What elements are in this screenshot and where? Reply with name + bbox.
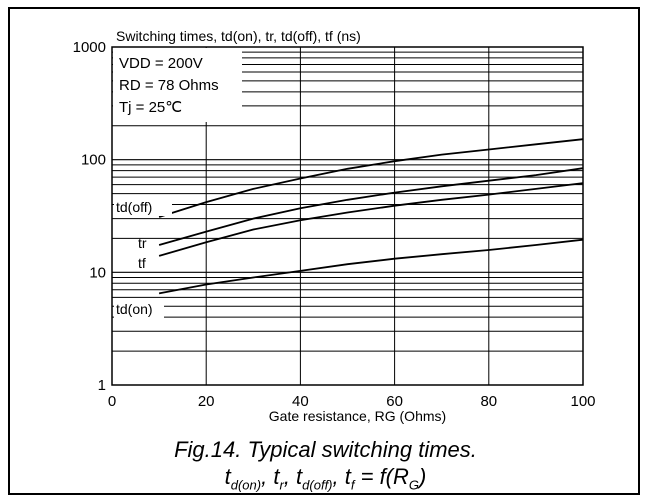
series-line-tf [158,182,584,257]
series-label: tr [138,235,147,251]
conditions-text: VDD = 200V RD = 78 Ohms Tj = 25℃ [119,55,219,116]
series-label: td(on) [116,301,153,317]
figure-caption-formula: td(on), tr, td(off), tf = f(RG) [0,465,651,497]
series-label-bg [114,198,172,216]
x-tick-label: 60 [386,393,403,410]
caption-subscript: d(on) [230,477,262,493]
x-tick-label: 80 [480,393,497,410]
series-label: tf [138,255,146,271]
figure-caption: Fig.14. Typical switching times. [174,437,477,462]
caption-text: , [283,464,297,489]
chart-title: Switching times, td(on), tr, td(off), tf… [116,28,361,44]
caption-text: , [332,464,345,489]
caption-symbol: t [273,464,280,489]
condition-line: Tj = 25℃ [119,99,182,116]
y-tick-label: 10 [89,264,106,281]
x-axis-label: Gate resistance, RG (Ohms) [269,408,446,424]
condition-line: RD = 78 Ohms [119,77,219,94]
caption-subscript: G [408,477,420,493]
tick-labels: 0 20 40 60 80 100 1 10 100 1000 [73,39,596,410]
y-tick-label: 1000 [73,39,106,56]
caption-subscript: r [279,477,284,493]
caption-symbol: t [224,464,231,489]
caption-text: ) [419,464,427,489]
x-tick-label: 100 [570,393,595,410]
caption-symbol: t [344,464,351,489]
series-line-tr [158,167,584,246]
series-layer: td(off) tr tf td(on) [114,138,584,318]
plot-border [111,46,584,386]
caption-subscript: d(off) [302,477,333,493]
figure-frame [8,7,640,495]
y-tick-label: 100 [81,152,106,169]
caption-subscript: f [350,477,355,493]
conditions-box [113,48,242,122]
series-label-bg [114,300,164,318]
caption-text: , [261,464,274,489]
x-tick-label: 0 [108,393,116,410]
x-tick-label: 20 [198,393,215,410]
caption-text: = f(R [354,464,409,489]
series-line-tdoff [158,138,584,218]
caption-symbol: t [296,464,303,489]
series-line-tdon [158,238,584,295]
y-tick-label: 1 [98,377,106,394]
series-label: td(off) [116,199,152,215]
condition-line: VDD = 200V [119,55,203,72]
x-tick-label: 40 [292,393,309,410]
